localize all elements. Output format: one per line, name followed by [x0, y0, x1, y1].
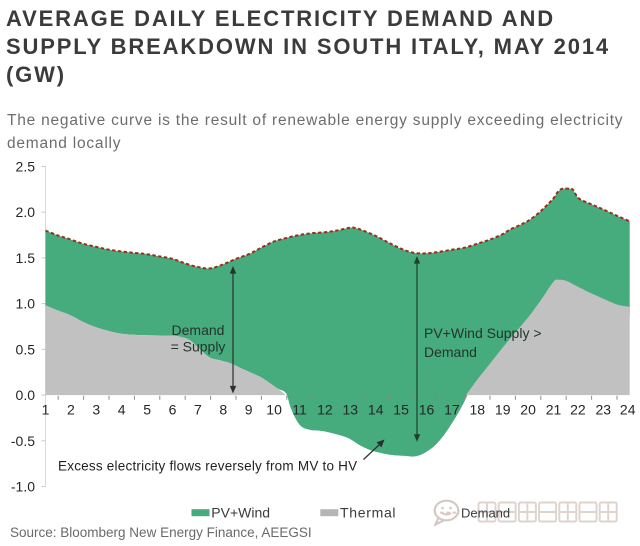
svg-text:2: 2 [67, 401, 75, 417]
svg-text:6: 6 [169, 401, 177, 417]
svg-text:9: 9 [245, 401, 253, 417]
svg-text:-0.5: -0.5 [11, 433, 35, 449]
svg-text:12: 12 [317, 401, 333, 417]
svg-text:Demand: Demand [172, 322, 225, 338]
svg-text:The negative curve is the resu: The negative curve is the result of rene… [7, 112, 623, 129]
svg-text:10: 10 [266, 401, 282, 417]
svg-text:demand locally: demand locally [7, 135, 121, 152]
svg-text:Source: Bloomberg New Energy: Source: Bloomberg New Energy Finance, AE… [10, 525, 312, 540]
svg-text:17: 17 [444, 401, 460, 417]
svg-text:8: 8 [219, 401, 227, 417]
svg-text:Thermal: Thermal [340, 504, 396, 520]
svg-text:2.0: 2.0 [16, 204, 36, 220]
svg-text:5: 5 [143, 401, 151, 417]
svg-text:-1.0: -1.0 [11, 479, 35, 495]
svg-text:14: 14 [368, 401, 384, 417]
svg-text:24: 24 [620, 401, 636, 417]
svg-text:1.5: 1.5 [16, 250, 36, 266]
svg-text:16: 16 [419, 401, 435, 417]
svg-text:22: 22 [570, 401, 586, 417]
svg-text:1: 1 [42, 401, 50, 417]
svg-text:7: 7 [194, 401, 202, 417]
svg-text:PV+Wind Supply >: PV+Wind Supply > [424, 325, 542, 341]
svg-text:20: 20 [520, 401, 536, 417]
svg-text:11: 11 [292, 401, 307, 417]
svg-text:23: 23 [596, 401, 612, 417]
svg-text:Excess electricity flows rever: Excess electricity flows reversely from … [58, 459, 357, 474]
svg-text:Demand: Demand [424, 344, 477, 360]
svg-text:2.5: 2.5 [16, 158, 36, 174]
svg-text:13: 13 [343, 401, 359, 417]
svg-text:PV+Wind: PV+Wind [211, 504, 270, 520]
svg-text:(GW): (GW) [6, 62, 66, 87]
svg-text:= Supply: = Supply [171, 339, 226, 355]
svg-text:SUPPLY BREAKDOWN IN SOUTH ITAL: SUPPLY BREAKDOWN IN SOUTH ITALY, MAY 201… [6, 34, 610, 59]
svg-text:1.0: 1.0 [16, 296, 36, 312]
svg-text:18: 18 [470, 401, 486, 417]
svg-text:4: 4 [118, 401, 126, 417]
svg-text:15: 15 [393, 401, 409, 417]
svg-text:21: 21 [546, 401, 562, 417]
svg-text:19: 19 [495, 401, 511, 417]
svg-text:Demand: Demand [461, 505, 510, 520]
svg-text:3: 3 [92, 401, 100, 417]
svg-text:AVERAGE DAILY ELECTRICITY DEMA: AVERAGE DAILY ELECTRICITY DEMAND AND [6, 6, 555, 31]
svg-text:0.0: 0.0 [16, 387, 36, 403]
svg-text:0.5: 0.5 [16, 341, 36, 357]
